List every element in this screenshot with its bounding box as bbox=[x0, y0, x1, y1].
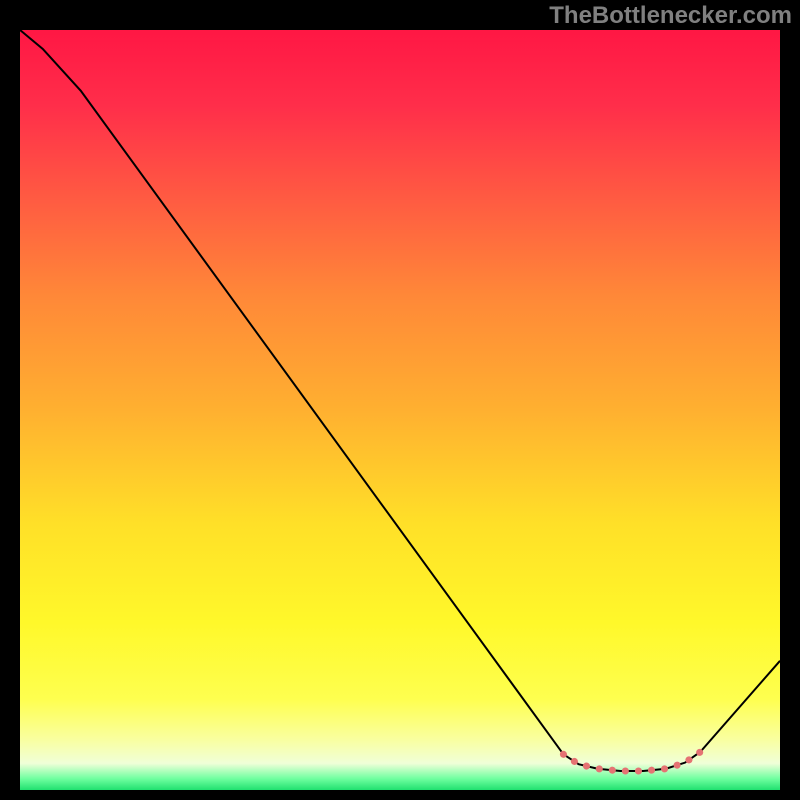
figure-root: TheBottlenecker.com bbox=[0, 0, 800, 800]
watermark-label: TheBottlenecker.com bbox=[549, 2, 792, 30]
chart-svg bbox=[20, 30, 780, 790]
gradient-background bbox=[20, 30, 780, 790]
chart-area bbox=[20, 30, 780, 790]
